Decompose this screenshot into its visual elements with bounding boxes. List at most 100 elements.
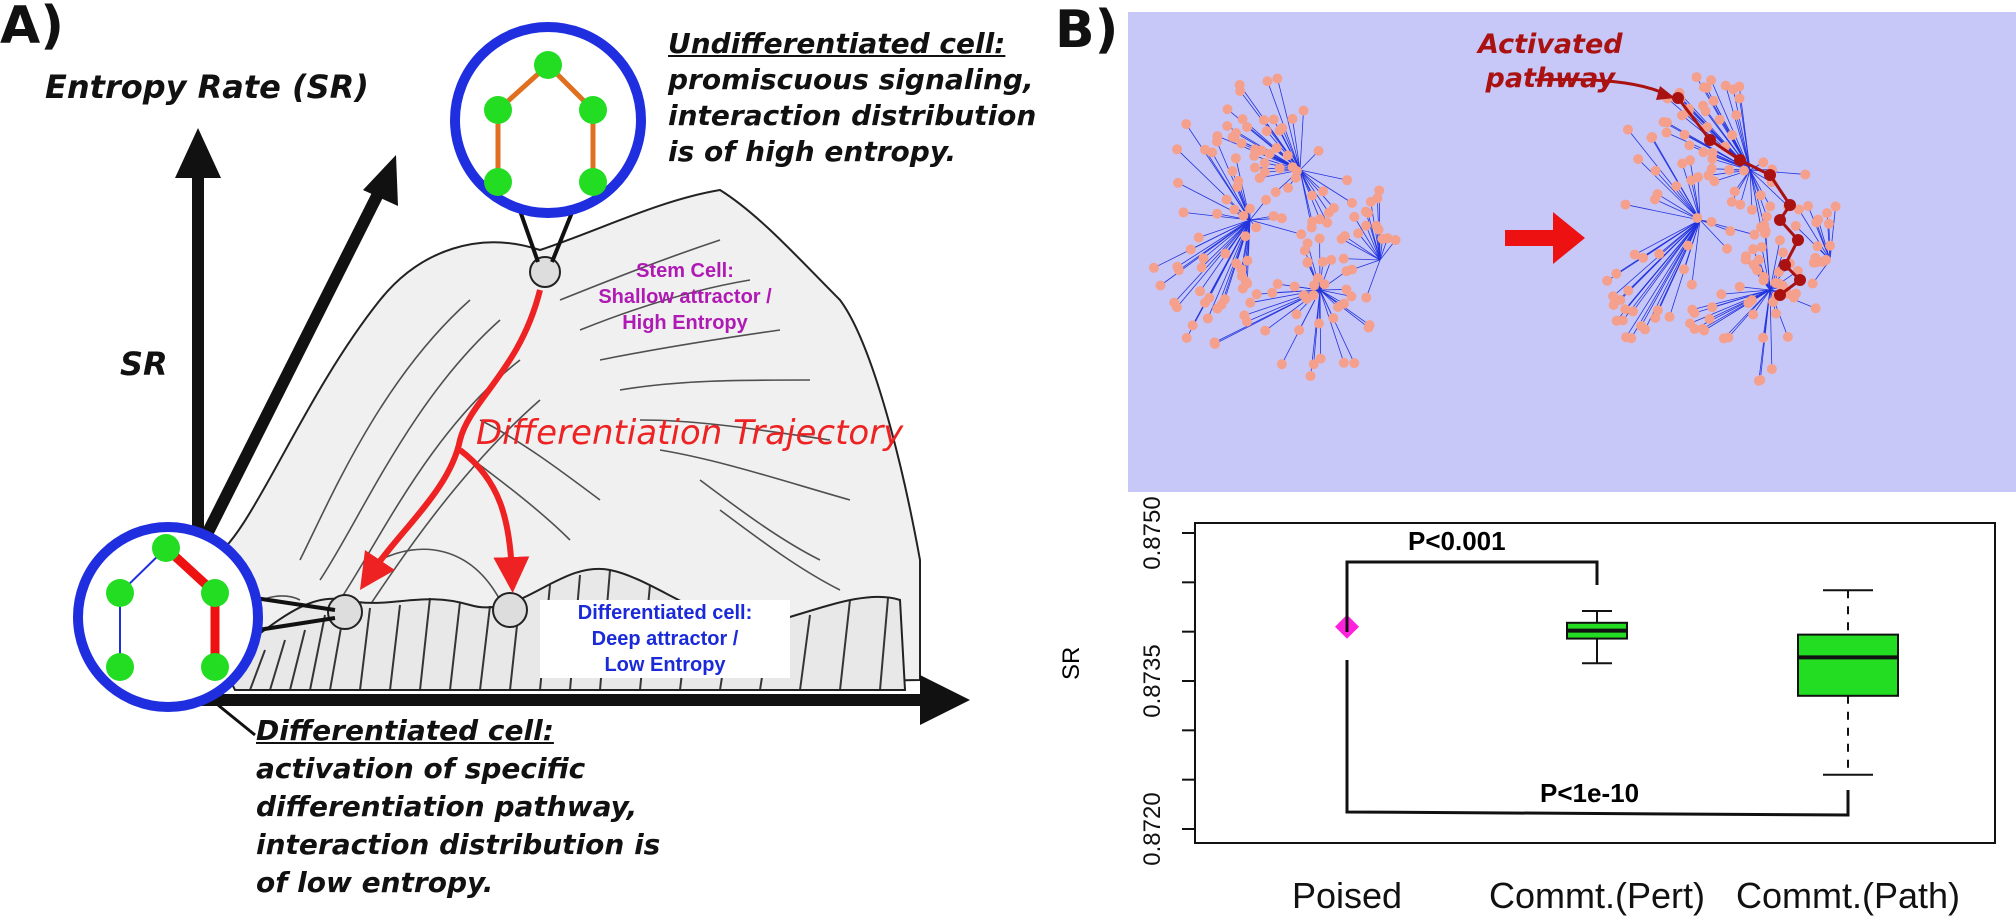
network-node xyxy=(1237,283,1248,294)
axes xyxy=(175,128,970,725)
network-edge xyxy=(1739,286,1771,291)
network-edge xyxy=(1712,289,1771,308)
network-node xyxy=(1187,320,1198,331)
trajectory-label: Differentiation Trajectory xyxy=(476,413,904,453)
network-node xyxy=(1703,170,1714,181)
network-node xyxy=(1774,235,1785,246)
stem-line-1: Stem Cell: xyxy=(636,260,734,282)
network-node xyxy=(1282,150,1293,161)
network-edge xyxy=(1343,258,1381,261)
network-edge xyxy=(1211,152,1251,221)
network-node xyxy=(1289,281,1300,292)
network-node xyxy=(1800,169,1811,180)
network-node xyxy=(1362,208,1373,219)
network-edge xyxy=(1367,212,1381,261)
stem-cell-label: Stem Cell: Shallow attractor / High Entr… xyxy=(570,258,800,336)
differentiated-line-3: interaction distribution is xyxy=(256,828,661,861)
p-pert-bracket xyxy=(1345,560,1599,632)
network-node xyxy=(1314,214,1325,225)
network-node xyxy=(1251,289,1262,300)
network-edge xyxy=(1725,85,1751,171)
network-node xyxy=(1181,119,1192,130)
network-node xyxy=(1722,243,1733,254)
network-node xyxy=(1242,122,1253,133)
network-node xyxy=(1209,337,1220,348)
pathway-node xyxy=(1784,199,1796,211)
differentiated-cell-title: Differentiated cell: xyxy=(256,714,554,747)
network-node xyxy=(1171,302,1182,313)
differentiated-line-1: activation of specific xyxy=(256,752,586,785)
panel-a-label: A) xyxy=(0,0,65,56)
network-node xyxy=(1654,248,1665,259)
network-edge xyxy=(1691,219,1701,285)
network-graphs xyxy=(1148,72,1841,386)
network-node xyxy=(1701,82,1712,93)
network-edge xyxy=(1292,118,1301,171)
network-node xyxy=(1274,163,1285,174)
network-node xyxy=(1686,175,1697,186)
network-node xyxy=(1753,375,1764,386)
pathway-node xyxy=(1792,234,1804,246)
network-node xyxy=(1267,287,1278,298)
network-node xyxy=(1341,284,1352,295)
network-edge xyxy=(1341,238,1381,261)
network-node xyxy=(1698,147,1709,158)
network-node xyxy=(1602,275,1613,286)
pathway-edge xyxy=(1768,174,1792,206)
network-node xyxy=(1302,256,1313,267)
network-node xyxy=(1629,249,1640,260)
network-node xyxy=(1236,271,1247,282)
network-node xyxy=(1287,113,1298,124)
network-node xyxy=(1812,241,1823,252)
network-node xyxy=(1261,126,1272,137)
category-label-0: Poised xyxy=(1291,875,1403,916)
network-node xyxy=(1770,308,1781,319)
undifferentiated-line-2: interaction distribution xyxy=(668,99,1037,132)
network-edge xyxy=(1319,289,1334,319)
network-node xyxy=(1782,331,1793,342)
network-node xyxy=(1716,289,1727,300)
network-node xyxy=(1650,312,1661,323)
undifferentiated-line-3: is of high entropy. xyxy=(668,135,957,168)
pathway-node xyxy=(1779,259,1791,271)
network-node xyxy=(1758,157,1769,168)
network-node xyxy=(1173,265,1184,276)
network-node xyxy=(1810,303,1821,314)
network-edge xyxy=(1817,219,1831,261)
network-node xyxy=(1761,211,1772,222)
network-node xyxy=(1268,211,1279,222)
differentiation-trajectory-arrows xyxy=(360,289,543,593)
network-node xyxy=(1807,278,1818,289)
network-node xyxy=(1195,286,1206,297)
network-node xyxy=(1748,244,1759,255)
network-node xyxy=(1661,127,1672,138)
network-node xyxy=(1349,211,1360,222)
network-node xyxy=(1256,145,1267,156)
network-node xyxy=(1365,196,1376,207)
network-node xyxy=(1364,320,1375,331)
pathway-node xyxy=(1774,289,1786,301)
attractor-marble-left xyxy=(327,594,363,630)
differentiated-network-circle xyxy=(73,522,336,737)
network-node xyxy=(1249,150,1260,161)
network-edge xyxy=(1798,209,1831,261)
network-node xyxy=(1755,190,1766,201)
attractor-marble-right xyxy=(492,592,528,628)
network-edge xyxy=(1357,233,1381,261)
network-node xyxy=(1240,231,1251,242)
network-node xyxy=(1272,73,1283,84)
network-edge xyxy=(1749,169,1771,207)
network-node xyxy=(1222,104,1233,115)
network-node xyxy=(1307,190,1318,201)
network-node xyxy=(1259,158,1270,169)
network-node xyxy=(1290,172,1301,183)
network-node xyxy=(1212,131,1223,142)
network-node xyxy=(1317,256,1328,267)
network-edge xyxy=(1365,259,1381,298)
pathway-node xyxy=(1764,169,1776,181)
network-node xyxy=(1724,164,1735,175)
network-edge xyxy=(1299,169,1353,204)
network-node xyxy=(1678,264,1689,275)
network-node xyxy=(1746,204,1757,215)
network-node xyxy=(1200,144,1211,155)
